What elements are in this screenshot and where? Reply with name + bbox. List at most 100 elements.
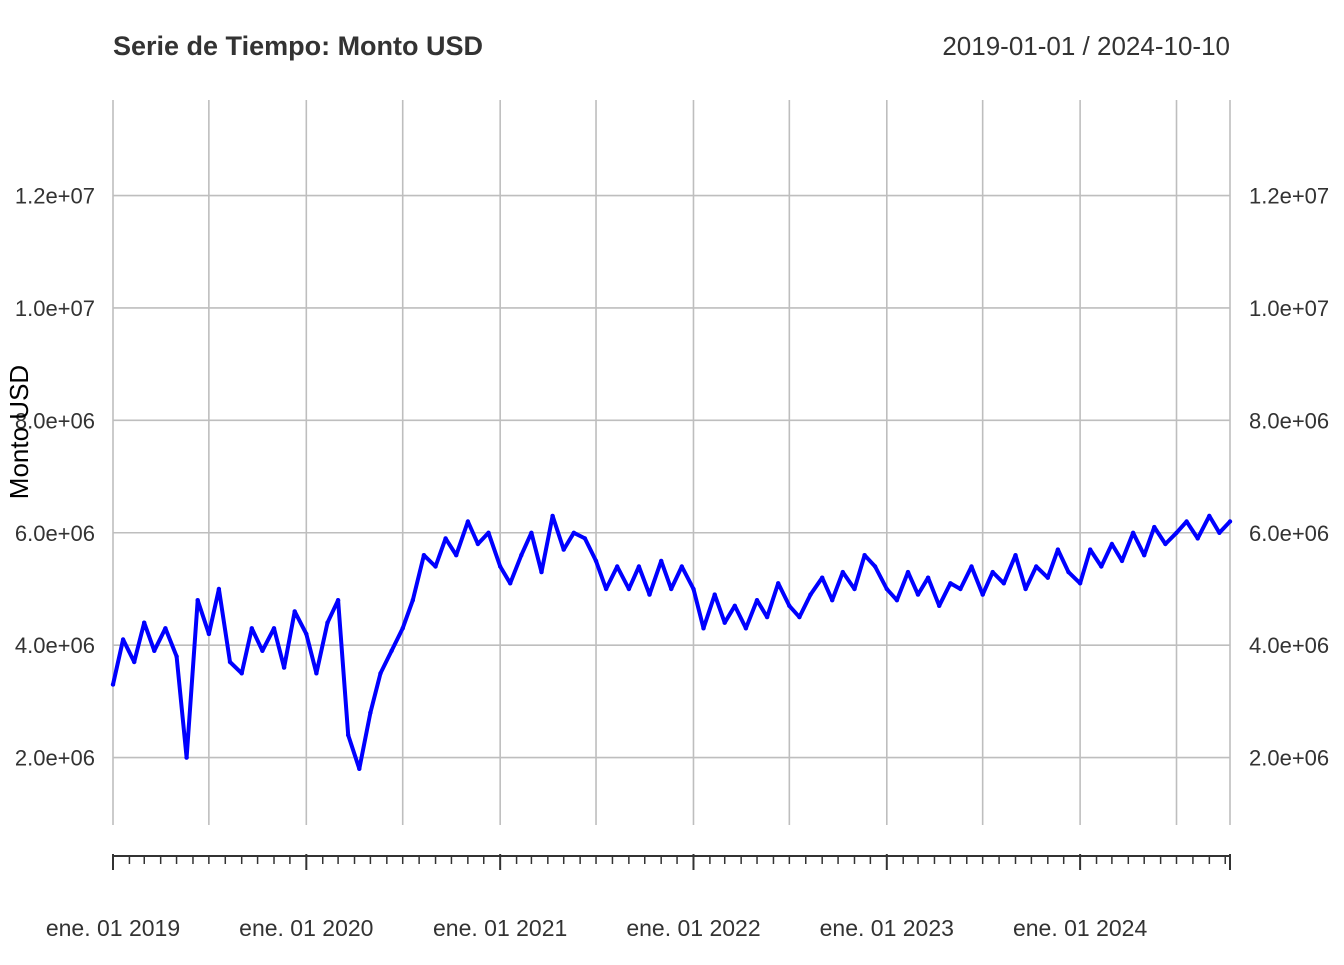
y-tick-label-right: 8.0e+06 [1249,408,1329,433]
data-point [1119,558,1125,564]
y-tick-label-left: 1.2e+07 [15,184,95,209]
data-point [410,598,415,603]
data-point [647,592,652,597]
data-point [486,530,491,535]
data-point [465,519,471,524]
data-point [184,755,189,760]
data-point [679,564,684,569]
data-point [764,614,770,620]
x-tick-label: ene. 01 2024 [1013,915,1148,941]
data-point [582,536,588,541]
grid-layer [112,100,1231,825]
data-point [990,569,995,575]
data-point [508,581,513,586]
data-point [120,637,126,642]
data-point [1045,575,1051,580]
y-tick-label-left: 4.0e+06 [15,633,95,658]
data-point [475,541,481,547]
data-point [894,598,900,603]
data-point [1001,581,1006,586]
data-point [142,620,147,625]
data-point [304,631,309,637]
data-point [1055,547,1061,552]
data-point [239,671,244,676]
data-point [754,598,760,603]
data-point [1207,513,1212,519]
data-point [389,648,394,653]
x-tick-label: ene. 01 2023 [820,915,954,941]
y-tick-label-left: 8.0e+06 [15,408,95,433]
axis-layer: 2.0e+06 2.0e+06 4.0e+06 4.0e+06 6.0e+06 6.0e+… [15,184,1329,941]
data-point [1195,536,1200,541]
data-point [722,620,727,625]
data-point [615,564,620,569]
x-tick-label: ene. 01 2021 [433,915,567,941]
data-point [820,575,825,580]
data-point [659,558,664,564]
data-point [797,614,802,620]
data-point [958,586,963,592]
data-point [852,586,857,592]
data-point [260,648,265,653]
data-point [163,626,168,631]
data-point [787,603,792,608]
data-point [925,575,931,580]
data-point [227,659,233,665]
data-point [454,553,459,558]
data-point [1023,586,1028,592]
date-range-label: 2019-01-01 / 2024-10-10 [942,31,1230,61]
y-tick-label-right: 1.2e+07 [1249,184,1329,209]
data-point [1034,564,1039,569]
data-point [669,586,674,592]
data-point [980,592,985,597]
data-point [862,553,867,558]
data-point [701,626,706,631]
data-point [378,671,383,676]
data-point [529,530,534,535]
y-tick-label-left: 1.0e+07 [15,296,95,321]
data-point [443,536,448,541]
data-point [1077,581,1083,586]
data-point [1184,519,1189,524]
data-point [550,513,555,519]
data-point [626,586,632,592]
data-point [593,558,599,564]
y-tick-label-right: 4.0e+06 [1249,633,1329,658]
data-point [110,682,116,687]
y-tick-label-left: 6.0e+06 [15,521,95,546]
data-point [905,569,911,575]
data-point [1227,519,1233,524]
data-point [292,609,297,614]
data-point [969,564,974,569]
x-tick-label: ene. 01 2019 [46,915,180,941]
data-point [195,598,200,603]
data-point [1013,553,1018,558]
data-point [603,586,609,592]
data-point [1066,569,1071,575]
data-point [433,564,438,569]
data-point [249,626,254,631]
data-point [421,553,427,558]
data-point [174,654,179,659]
data-point [872,564,878,569]
data-point [808,592,813,597]
data-point [732,603,737,608]
data-point [840,569,845,575]
chart-title: Serie de Tiempo: Monto USD [113,31,483,61]
data-point [743,626,749,631]
data-point [368,710,373,715]
data-point [357,766,362,771]
data-point [206,631,212,637]
data-point [1109,541,1115,547]
data-point [1152,524,1157,530]
y-tick-label-left: 2.0e+06 [15,746,95,771]
data-point [519,553,524,558]
data-point [636,564,642,569]
y-tick-label-right: 1.0e+07 [1249,296,1329,321]
data-point [776,581,781,586]
x-tick-label: ene. 01 2020 [239,915,373,941]
data-point [937,603,942,608]
data-point [281,665,287,670]
